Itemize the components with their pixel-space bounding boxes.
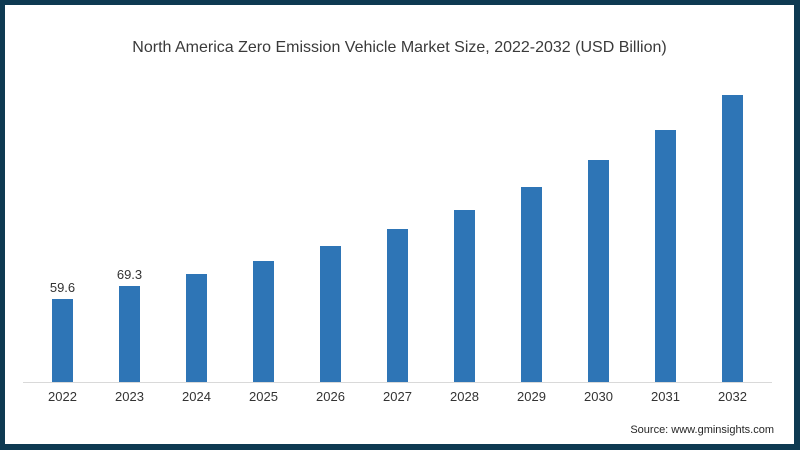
- bar-column: 59.6: [29, 86, 96, 382]
- bar-column: [498, 86, 565, 382]
- x-axis-tick-label: 2026: [316, 389, 345, 404]
- bar: [588, 160, 609, 382]
- x-axis-tick-label: 2025: [249, 389, 278, 404]
- x-axis-tick-label: 2031: [651, 389, 680, 404]
- bar-column: [699, 86, 766, 382]
- bar: [722, 95, 743, 382]
- bar-column: 69.3: [96, 86, 163, 382]
- x-axis-line: [23, 382, 772, 383]
- bar: [52, 299, 73, 382]
- x-axis-tick-label: 2029: [517, 389, 546, 404]
- x-axis-tick-label: 2030: [584, 389, 613, 404]
- bar-column: [364, 86, 431, 382]
- x-axis-labels: 2022 2023 2024 2025 2026 2027 2028 2029 2030 2031…: [29, 383, 766, 404]
- bar: [387, 229, 408, 382]
- x-axis-tick-label: 2022: [48, 389, 77, 404]
- bar: [320, 246, 341, 382]
- bar-value-label: 69.3: [116, 267, 143, 282]
- bar: [253, 261, 274, 382]
- bar-column: [632, 86, 699, 382]
- bar-column: [230, 86, 297, 382]
- bars-row: 59.6 69.3: [29, 86, 766, 382]
- bar-value-label: 59.6: [49, 280, 76, 295]
- source-note: Source: www.gminsights.com: [630, 424, 774, 436]
- bar: [655, 130, 676, 382]
- bar: [521, 187, 542, 382]
- bar-column: [297, 86, 364, 382]
- x-axis-tick-label: 2028: [450, 389, 479, 404]
- bar-column: [565, 86, 632, 382]
- bar: [186, 274, 207, 382]
- bar: [119, 286, 140, 382]
- x-axis-tick-label: 2023: [115, 389, 144, 404]
- bar-column: [163, 86, 230, 382]
- x-axis-tick-label: 2027: [383, 389, 412, 404]
- chart-title: North America Zero Emission Vehicle Mark…: [132, 39, 667, 56]
- x-axis-tick-label: 2024: [182, 389, 211, 404]
- bar-column: [431, 86, 498, 382]
- x-axis-tick-label: 2032: [718, 389, 747, 404]
- bar: [454, 210, 475, 382]
